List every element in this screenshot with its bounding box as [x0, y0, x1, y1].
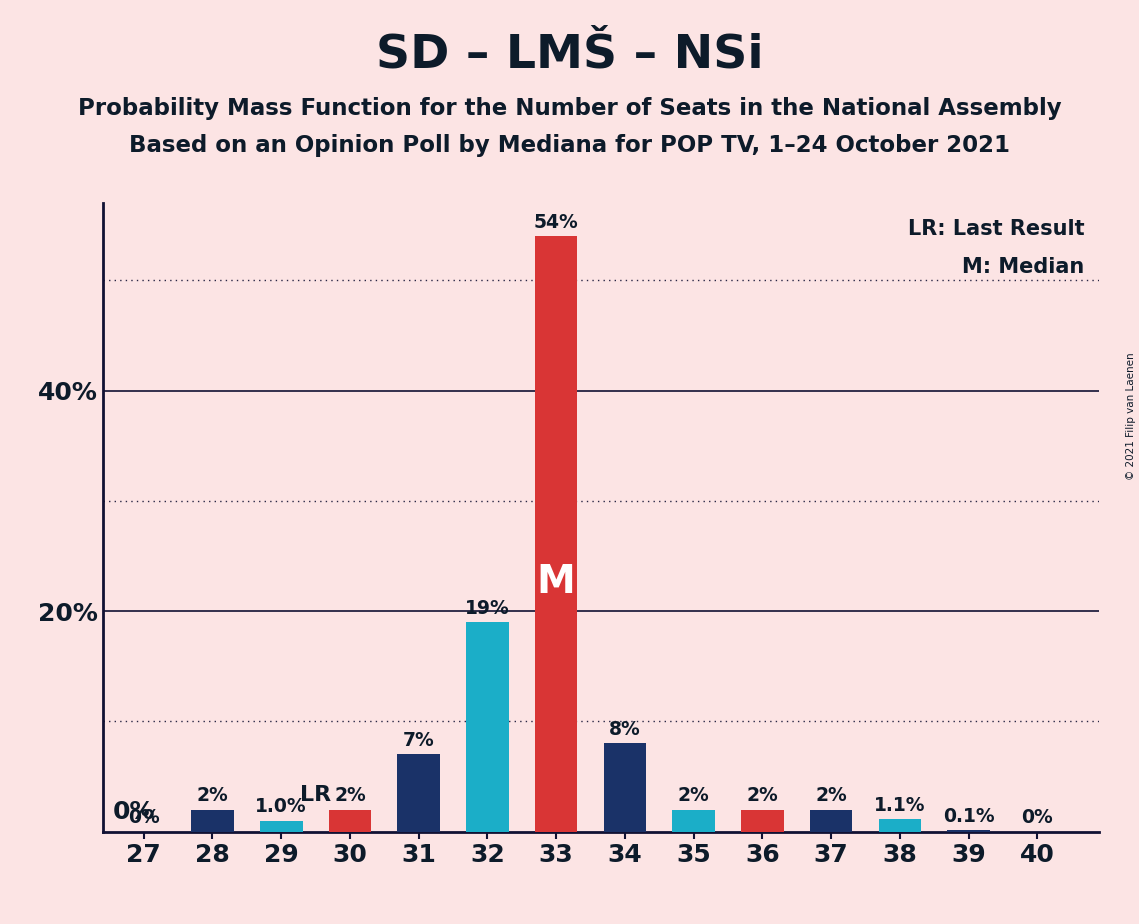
- Bar: [466, 622, 509, 832]
- Text: 1.1%: 1.1%: [874, 796, 926, 815]
- Text: 8%: 8%: [609, 720, 641, 739]
- Bar: [604, 744, 646, 832]
- Text: 2%: 2%: [746, 786, 778, 805]
- Text: SD – LMŠ – NSi: SD – LMŠ – NSi: [376, 32, 763, 78]
- Text: 0.1%: 0.1%: [943, 807, 994, 826]
- Text: 2%: 2%: [197, 786, 228, 805]
- Text: 1.0%: 1.0%: [255, 797, 308, 816]
- Text: Based on an Opinion Poll by Mediana for POP TV, 1–24 October 2021: Based on an Opinion Poll by Mediana for …: [129, 134, 1010, 157]
- Bar: [260, 821, 303, 832]
- Text: M: Median: M: Median: [962, 257, 1084, 276]
- Text: 7%: 7%: [403, 731, 435, 750]
- Text: 19%: 19%: [465, 599, 510, 618]
- Bar: [535, 237, 577, 832]
- Text: © 2021 Filip van Laenen: © 2021 Filip van Laenen: [1126, 352, 1136, 480]
- Text: LR: Last Result: LR: Last Result: [908, 219, 1084, 239]
- Text: 0%: 0%: [128, 808, 159, 827]
- Bar: [878, 820, 921, 832]
- Text: 0%: 0%: [113, 800, 155, 824]
- Bar: [810, 809, 852, 832]
- Bar: [398, 754, 440, 832]
- Bar: [741, 809, 784, 832]
- Text: 2%: 2%: [334, 786, 366, 805]
- Text: 2%: 2%: [816, 786, 847, 805]
- Text: 2%: 2%: [678, 786, 710, 805]
- Bar: [329, 809, 371, 832]
- Bar: [191, 809, 233, 832]
- Text: LR: LR: [300, 785, 331, 805]
- Bar: [672, 809, 715, 832]
- Text: 54%: 54%: [534, 213, 579, 232]
- Text: 0%: 0%: [1022, 808, 1054, 827]
- Text: M: M: [536, 563, 575, 601]
- Bar: [948, 831, 990, 832]
- Text: Probability Mass Function for the Number of Seats in the National Assembly: Probability Mass Function for the Number…: [77, 97, 1062, 120]
